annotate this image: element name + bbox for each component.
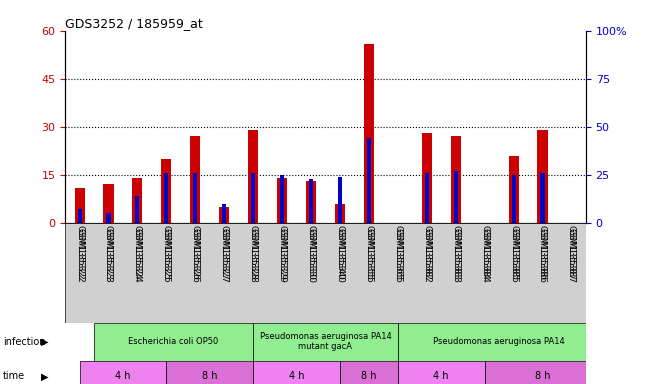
- Text: GSM135326: GSM135326: [191, 228, 200, 283]
- Text: GSM135355: GSM135355: [365, 225, 374, 280]
- Bar: [484, 361, 600, 384]
- Text: GSM135384: GSM135384: [480, 225, 489, 280]
- Bar: [251, 173, 255, 223]
- Text: GSM135384: GSM135384: [480, 228, 489, 283]
- Text: GSM135365: GSM135365: [393, 228, 402, 283]
- Text: infection: infection: [3, 337, 46, 347]
- Text: 8 h: 8 h: [361, 371, 377, 381]
- Bar: [132, 178, 143, 223]
- Text: GSM135324: GSM135324: [133, 228, 142, 283]
- Bar: [540, 173, 544, 223]
- Bar: [74, 187, 85, 223]
- Bar: [450, 136, 461, 223]
- Text: GSM135330: GSM135330: [307, 228, 316, 283]
- Text: GSM135340: GSM135340: [335, 225, 344, 280]
- Bar: [508, 156, 519, 223]
- Text: GSM135322: GSM135322: [75, 225, 84, 280]
- Bar: [340, 361, 398, 384]
- Bar: [161, 159, 171, 223]
- Bar: [538, 130, 547, 223]
- Text: 4 h: 4 h: [115, 371, 131, 381]
- Bar: [364, 43, 374, 223]
- Bar: [94, 323, 253, 361]
- Bar: [79, 361, 167, 384]
- Text: GSM135330: GSM135330: [307, 225, 316, 280]
- Text: Escherichia coli OP50: Escherichia coli OP50: [128, 337, 219, 346]
- Text: GSM135324: GSM135324: [133, 225, 142, 280]
- Bar: [398, 323, 600, 361]
- Bar: [164, 173, 169, 223]
- Bar: [306, 181, 316, 223]
- Bar: [424, 173, 429, 223]
- Text: time: time: [3, 371, 25, 381]
- Bar: [277, 178, 287, 223]
- Text: GSM135387: GSM135387: [567, 225, 576, 280]
- Text: GSM135383: GSM135383: [451, 225, 460, 280]
- Text: 4 h: 4 h: [289, 371, 304, 381]
- Bar: [280, 175, 284, 223]
- Bar: [190, 136, 201, 223]
- Bar: [167, 361, 253, 384]
- Bar: [422, 133, 432, 223]
- Text: GSM135355: GSM135355: [365, 228, 374, 283]
- Bar: [65, 223, 586, 323]
- Text: GSM135365: GSM135365: [393, 225, 402, 280]
- Text: GSM135382: GSM135382: [422, 228, 431, 283]
- Text: GSM135386: GSM135386: [538, 225, 547, 280]
- Text: GSM135383: GSM135383: [451, 228, 460, 283]
- Text: GSM135387: GSM135387: [567, 228, 576, 283]
- Bar: [104, 184, 113, 223]
- Text: GDS3252 / 185959_at: GDS3252 / 185959_at: [65, 17, 203, 30]
- Text: GSM135325: GSM135325: [162, 228, 171, 283]
- Bar: [135, 196, 139, 223]
- Text: ▶: ▶: [41, 337, 49, 347]
- Bar: [454, 171, 458, 223]
- Bar: [107, 213, 111, 223]
- Text: GSM135328: GSM135328: [249, 225, 258, 280]
- Text: GSM135326: GSM135326: [191, 225, 200, 280]
- Text: GSM135327: GSM135327: [220, 228, 229, 283]
- Bar: [309, 179, 313, 223]
- Text: Pseudomonas aeruginosa PA14: Pseudomonas aeruginosa PA14: [433, 337, 565, 346]
- Text: 8 h: 8 h: [534, 371, 550, 381]
- Bar: [222, 204, 227, 223]
- Text: GSM135328: GSM135328: [249, 228, 258, 283]
- Text: GSM135323: GSM135323: [104, 225, 113, 280]
- Bar: [219, 207, 229, 223]
- Text: GSM135382: GSM135382: [422, 225, 431, 280]
- Text: GSM135329: GSM135329: [277, 225, 286, 280]
- Bar: [367, 138, 371, 223]
- Bar: [77, 209, 81, 223]
- Text: GSM135340: GSM135340: [335, 228, 344, 283]
- Bar: [335, 204, 345, 223]
- Text: 4 h: 4 h: [434, 371, 449, 381]
- Text: GSM135327: GSM135327: [220, 225, 229, 280]
- Text: GSM135325: GSM135325: [162, 225, 171, 280]
- Bar: [398, 361, 484, 384]
- Text: GSM135385: GSM135385: [509, 228, 518, 283]
- Bar: [338, 177, 342, 223]
- Bar: [253, 323, 398, 361]
- Text: GSM135323: GSM135323: [104, 228, 113, 283]
- Text: Pseudomonas aeruginosa PA14
mutant gacA: Pseudomonas aeruginosa PA14 mutant gacA: [260, 332, 391, 351]
- Text: ▶: ▶: [41, 371, 49, 381]
- Text: GSM135385: GSM135385: [509, 225, 518, 280]
- Bar: [512, 175, 516, 223]
- Text: 8 h: 8 h: [202, 371, 217, 381]
- Text: GSM135386: GSM135386: [538, 228, 547, 283]
- Bar: [193, 173, 197, 223]
- Bar: [248, 130, 258, 223]
- Bar: [253, 361, 340, 384]
- Text: GSM135329: GSM135329: [277, 228, 286, 283]
- Text: GSM135322: GSM135322: [75, 228, 84, 283]
